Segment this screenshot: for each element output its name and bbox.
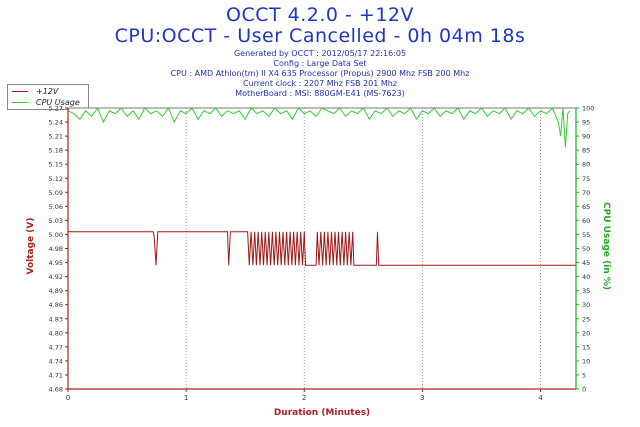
legend-swatch-voltage	[12, 91, 28, 92]
y2-tick-label: 90	[582, 133, 590, 141]
y-tick-label: 5.27	[49, 105, 63, 113]
y2-tick-label: 55	[582, 231, 590, 239]
x-tick-label: 0	[66, 394, 70, 402]
chart-title: OCCT 4.2.0 - +12V	[225, 4, 414, 26]
y2-axis-label: CPU Usage (in %)	[601, 202, 611, 290]
y-tick-label: 4.80	[49, 329, 63, 337]
legend-item-voltage: +12V	[12, 86, 58, 97]
info-cpu: CPU : AMD Athlon(tm) II X4 635 Processor…	[170, 69, 470, 78]
y2-tick-label: 50	[582, 245, 590, 253]
series-line-cpu-usage	[67, 106, 571, 148]
x-tick-label: 2	[302, 394, 306, 402]
y-tick-label: 4.89	[49, 287, 63, 295]
y-tick-label: 5.18	[49, 147, 63, 155]
legend-item-cpu: CPU Usage	[12, 97, 80, 108]
axes: 0 1 2 3 4 4.68 4.71 4.74 4.77 4.80 4.83 4.86 4.89 4.9…	[49, 105, 595, 403]
y-tick-label: 4.95	[49, 259, 63, 267]
series-layer	[67, 106, 576, 266]
y-tick-label: 4.77	[49, 343, 63, 351]
y2-tick-label: 30	[582, 301, 590, 309]
y2-tick-label: 35	[582, 287, 590, 295]
y-tick-label: 5.09	[49, 189, 63, 197]
y-tick-label: 4.71	[49, 371, 63, 379]
y-tick-label: 4.98	[49, 245, 63, 253]
y2-tick-label: 60	[582, 217, 590, 225]
x-tick-label: 1	[184, 394, 188, 402]
x-tick-label: 3	[420, 394, 424, 402]
y2-tick-label: 10	[582, 357, 590, 365]
y-tick-label: 5.00	[49, 231, 63, 239]
y2-tick-label: 85	[582, 147, 590, 155]
y2-tick-label: 25	[582, 315, 590, 323]
x-axis-label: Duration (Minutes)	[274, 408, 370, 418]
y2-tick-label: 65	[582, 203, 590, 211]
legend-label-cpu: CPU Usage	[36, 98, 80, 107]
y-tick-label: 4.83	[49, 315, 63, 323]
legend-label-voltage: +12V	[36, 87, 59, 96]
y2-tick-label: 70	[582, 189, 590, 197]
y2-tick-label: 75	[582, 175, 590, 183]
y-tick-label: 5.12	[49, 175, 63, 183]
series-line-voltage	[68, 231, 576, 266]
y-tick-label: 5.06	[49, 203, 63, 211]
y-tick-label: 5.24	[49, 119, 63, 127]
y-tick-label: 5.03	[49, 217, 63, 225]
y2-tick-label: 15	[582, 343, 590, 351]
info-motherboard: MotherBoard : MSI: 880GM-E41 (MS-7623)	[235, 89, 405, 98]
y2-tick-label: 0	[582, 386, 586, 394]
legend-swatch-cpu	[12, 102, 28, 103]
info-clock: Current clock : 2207 Mhz FSB 201 Mhz	[242, 79, 398, 88]
y2-tick-label: 45	[582, 259, 590, 267]
info-generated: Generated by OCCT : 2012/05/17 22:16:05	[233, 49, 407, 58]
y2-tick-label: 20	[582, 329, 590, 337]
y2-tick-label: 100	[582, 105, 594, 113]
chart-subtitle: CPU:OCCT - User Cancelled - 0h 04m 18s	[114, 25, 526, 47]
legend: +12V CPU Usage	[7, 84, 89, 110]
x-tick-label: 4	[538, 394, 543, 402]
y2-tick-label: 5	[582, 371, 586, 379]
y-tick-label: 4.86	[49, 301, 63, 309]
y-axis-label: Voltage (V)	[26, 218, 36, 275]
y2-tick-label: 95	[582, 119, 590, 127]
y-tick-label: 4.68	[49, 386, 63, 394]
y2-tick-label: 80	[582, 161, 590, 169]
info-config: Config : Large Data Set	[273, 59, 367, 68]
y-tick-label: 4.92	[49, 273, 63, 281]
y-tick-label: 5.15	[49, 161, 63, 169]
y2-tick-label: 40	[582, 273, 590, 281]
y-tick-label: 4.74	[49, 357, 63, 365]
y-tick-label: 5.21	[49, 133, 63, 141]
